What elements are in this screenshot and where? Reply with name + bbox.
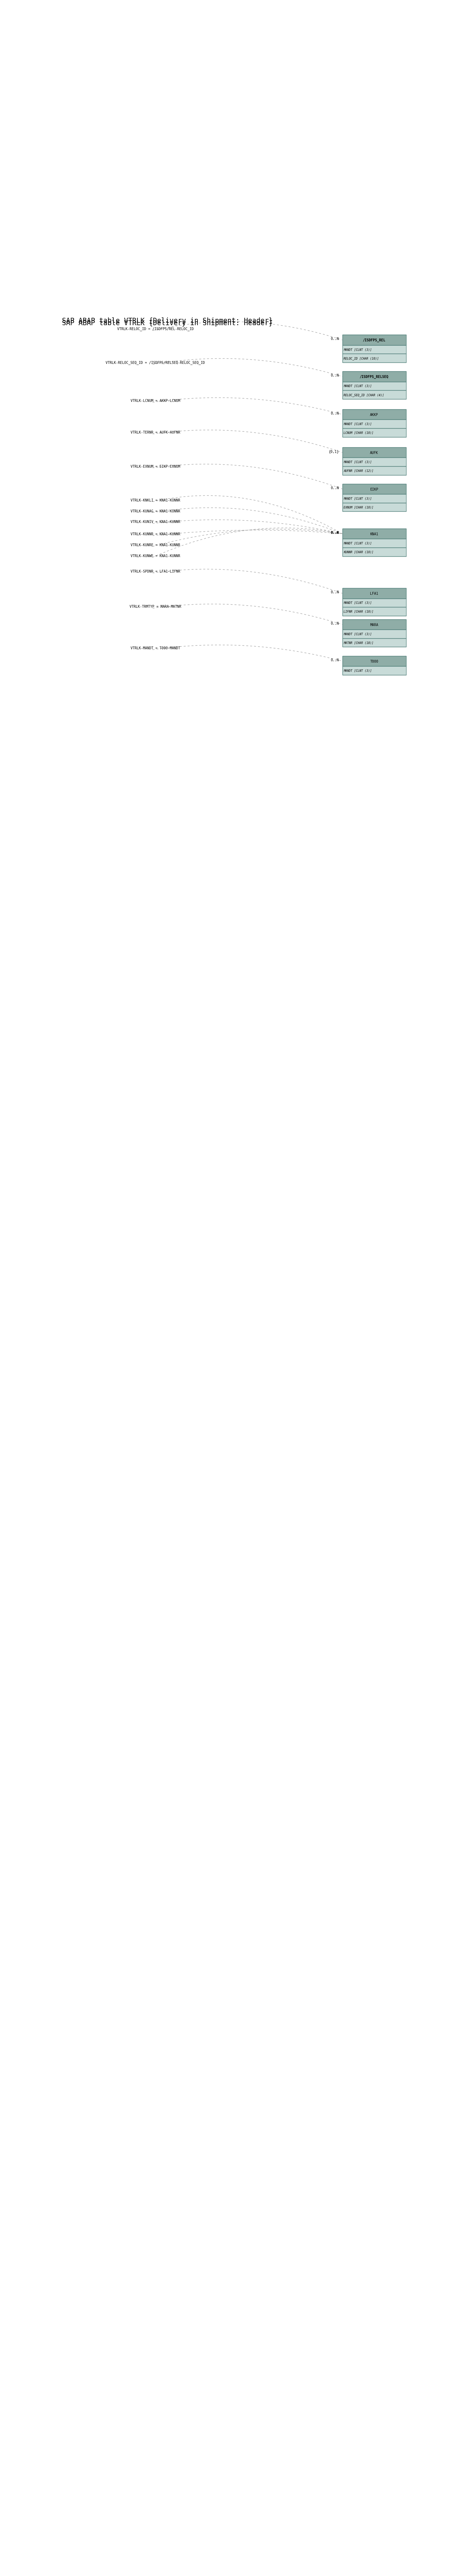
FancyBboxPatch shape — [342, 484, 406, 495]
FancyBboxPatch shape — [342, 420, 406, 428]
Text: MANDT [CLNT (3)]: MANDT [CLNT (3)] — [344, 603, 372, 605]
FancyBboxPatch shape — [342, 631, 406, 639]
Text: /ISDFPS_RELSEQ: /ISDFPS_RELSEQ — [360, 376, 389, 379]
Text: MANDT [CLNT (3)]: MANDT [CLNT (3)] — [344, 384, 372, 389]
Text: AUFNR [CHAR (12)]: AUFNR [CHAR (12)] — [344, 469, 374, 471]
FancyBboxPatch shape — [342, 448, 406, 459]
Text: AUFK: AUFK — [370, 451, 378, 453]
Text: SAP ABAP table VTRLK {Delivery in Shipment: Header}: SAP ABAP table VTRLK {Delivery in Shipme… — [62, 319, 273, 327]
Text: 0..N: 0..N — [331, 531, 339, 533]
FancyBboxPatch shape — [342, 392, 406, 399]
Text: 0..N: 0..N — [331, 531, 339, 533]
Text: 0..N: 0..N — [331, 531, 339, 533]
Text: 0..N: 0..N — [331, 621, 339, 626]
Text: KNA1: KNA1 — [370, 533, 378, 536]
Text: VTRLK-RELOC_ID = /ISDFPS/REL-RELOC_ID: VTRLK-RELOC_ID = /ISDFPS/REL-RELOC_ID — [117, 327, 193, 330]
Text: VTRLK-KUNIV = KNA1-KUNNR: VTRLK-KUNIV = KNA1-KUNNR — [130, 520, 180, 523]
Text: LFA1: LFA1 — [370, 592, 378, 595]
Text: VTRLK-TERNR = AUFK-AUFNR: VTRLK-TERNR = AUFK-AUFNR — [130, 430, 180, 435]
FancyBboxPatch shape — [342, 495, 406, 502]
Text: 0..N: 0..N — [331, 659, 339, 662]
Text: VTRLK-LCNUM = AKKP-LCNUM: VTRLK-LCNUM = AKKP-LCNUM — [130, 399, 180, 402]
Text: EXNUM [CHAR (10)]: EXNUM [CHAR (10)] — [344, 505, 374, 510]
Text: 0..N: 0..N — [331, 374, 339, 376]
FancyBboxPatch shape — [342, 410, 406, 420]
FancyBboxPatch shape — [342, 528, 406, 538]
FancyBboxPatch shape — [342, 371, 406, 381]
Text: MANDT [CLNT (3)]: MANDT [CLNT (3)] — [344, 497, 372, 500]
Text: VTRLK-KUNRE = KNA1-KUNNR: VTRLK-KUNRE = KNA1-KUNNR — [130, 544, 180, 546]
FancyBboxPatch shape — [342, 667, 406, 675]
Text: MANDT [CLNT (3)]: MANDT [CLNT (3)] — [344, 422, 372, 425]
Text: MARA: MARA — [370, 623, 378, 626]
FancyBboxPatch shape — [342, 353, 406, 363]
Text: LCNUM [CHAR (10)]: LCNUM [CHAR (10)] — [344, 430, 374, 435]
Text: SAP ABAP table VTRLK {Delivery in Shipment: Header}: SAP ABAP table VTRLK {Delivery in Shipme… — [62, 317, 273, 325]
Text: VTRLK-SPDNR = LFA1-LIFNR: VTRLK-SPDNR = LFA1-LIFNR — [130, 569, 180, 574]
FancyBboxPatch shape — [342, 639, 406, 647]
Text: VTRLK-TRMTYP = MARA-MATNR: VTRLK-TRMTYP = MARA-MATNR — [130, 605, 181, 608]
Text: MANDT [CLNT (3)]: MANDT [CLNT (3)] — [344, 634, 372, 636]
Text: LIFNR [CHAR (10)]: LIFNR [CHAR (10)] — [344, 611, 374, 613]
FancyBboxPatch shape — [342, 538, 406, 549]
FancyBboxPatch shape — [342, 608, 406, 616]
Text: 0..N: 0..N — [331, 590, 339, 595]
Text: VTRLK-EXNUM = EIKP-EXNUM: VTRLK-EXNUM = EIKP-EXNUM — [130, 464, 180, 469]
Text: AKKP: AKKP — [370, 412, 378, 417]
FancyBboxPatch shape — [342, 621, 406, 631]
FancyBboxPatch shape — [342, 381, 406, 392]
Text: RELOC_SEQ_ID [CHAR (4)]: RELOC_SEQ_ID [CHAR (4)] — [344, 394, 384, 397]
FancyBboxPatch shape — [342, 598, 406, 608]
Text: MANDT [CLNT (3)]: MANDT [CLNT (3)] — [344, 461, 372, 464]
Text: MANDT [CLNT (3)]: MANDT [CLNT (3)] — [344, 670, 372, 672]
FancyBboxPatch shape — [342, 428, 406, 438]
Text: /ISDFPS_REL: /ISDFPS_REL — [363, 337, 386, 343]
FancyBboxPatch shape — [342, 459, 406, 466]
Text: VTRLK-KUNWE = KNA1-KUNNR: VTRLK-KUNWE = KNA1-KUNNR — [130, 554, 180, 556]
FancyBboxPatch shape — [342, 549, 406, 556]
Text: 0..N: 0..N — [331, 531, 339, 533]
Text: VTRLK-KUNAG = KNA1-KUNNR: VTRLK-KUNAG = KNA1-KUNNR — [130, 510, 180, 513]
Text: 0..N: 0..N — [331, 337, 339, 340]
FancyBboxPatch shape — [342, 345, 406, 353]
Text: KUNNR [CHAR (10)]: KUNNR [CHAR (10)] — [344, 551, 374, 554]
FancyBboxPatch shape — [342, 335, 406, 345]
Text: VTRLK-KUNNR = KNA1-KUNNR: VTRLK-KUNNR = KNA1-KUNNR — [130, 533, 180, 536]
Text: VTRLK-KNKLI = KNA1-KUNNR: VTRLK-KNKLI = KNA1-KUNNR — [130, 500, 180, 502]
Text: 0..N: 0..N — [331, 531, 339, 533]
Text: {0,1}: {0,1} — [329, 451, 339, 453]
Text: MATNR [CHAR (18)]: MATNR [CHAR (18)] — [344, 641, 374, 644]
FancyBboxPatch shape — [342, 657, 406, 667]
Text: 0..N: 0..N — [331, 531, 339, 533]
Text: VTRLK-RELOC_SEQ_ID = /ISDFPS/RELSEQ-RELOC_SEQ_ID: VTRLK-RELOC_SEQ_ID = /ISDFPS/RELSEQ-RELO… — [106, 361, 205, 366]
Text: T000: T000 — [370, 659, 378, 662]
FancyBboxPatch shape — [342, 587, 406, 598]
Text: 0..N: 0..N — [331, 412, 339, 415]
Text: 0..N: 0..N — [331, 487, 339, 489]
Text: VTRLK-MANDT = T000-MANDT: VTRLK-MANDT = T000-MANDT — [130, 647, 180, 649]
FancyBboxPatch shape — [342, 502, 406, 513]
FancyBboxPatch shape — [342, 466, 406, 474]
Text: MANDT [CLNT (3)]: MANDT [CLNT (3)] — [344, 541, 372, 546]
Text: EIKP: EIKP — [370, 487, 378, 492]
Text: RELOC_ID [CHAR (10)]: RELOC_ID [CHAR (10)] — [344, 358, 379, 361]
Text: MANDT [CLNT (3)]: MANDT [CLNT (3)] — [344, 348, 372, 350]
